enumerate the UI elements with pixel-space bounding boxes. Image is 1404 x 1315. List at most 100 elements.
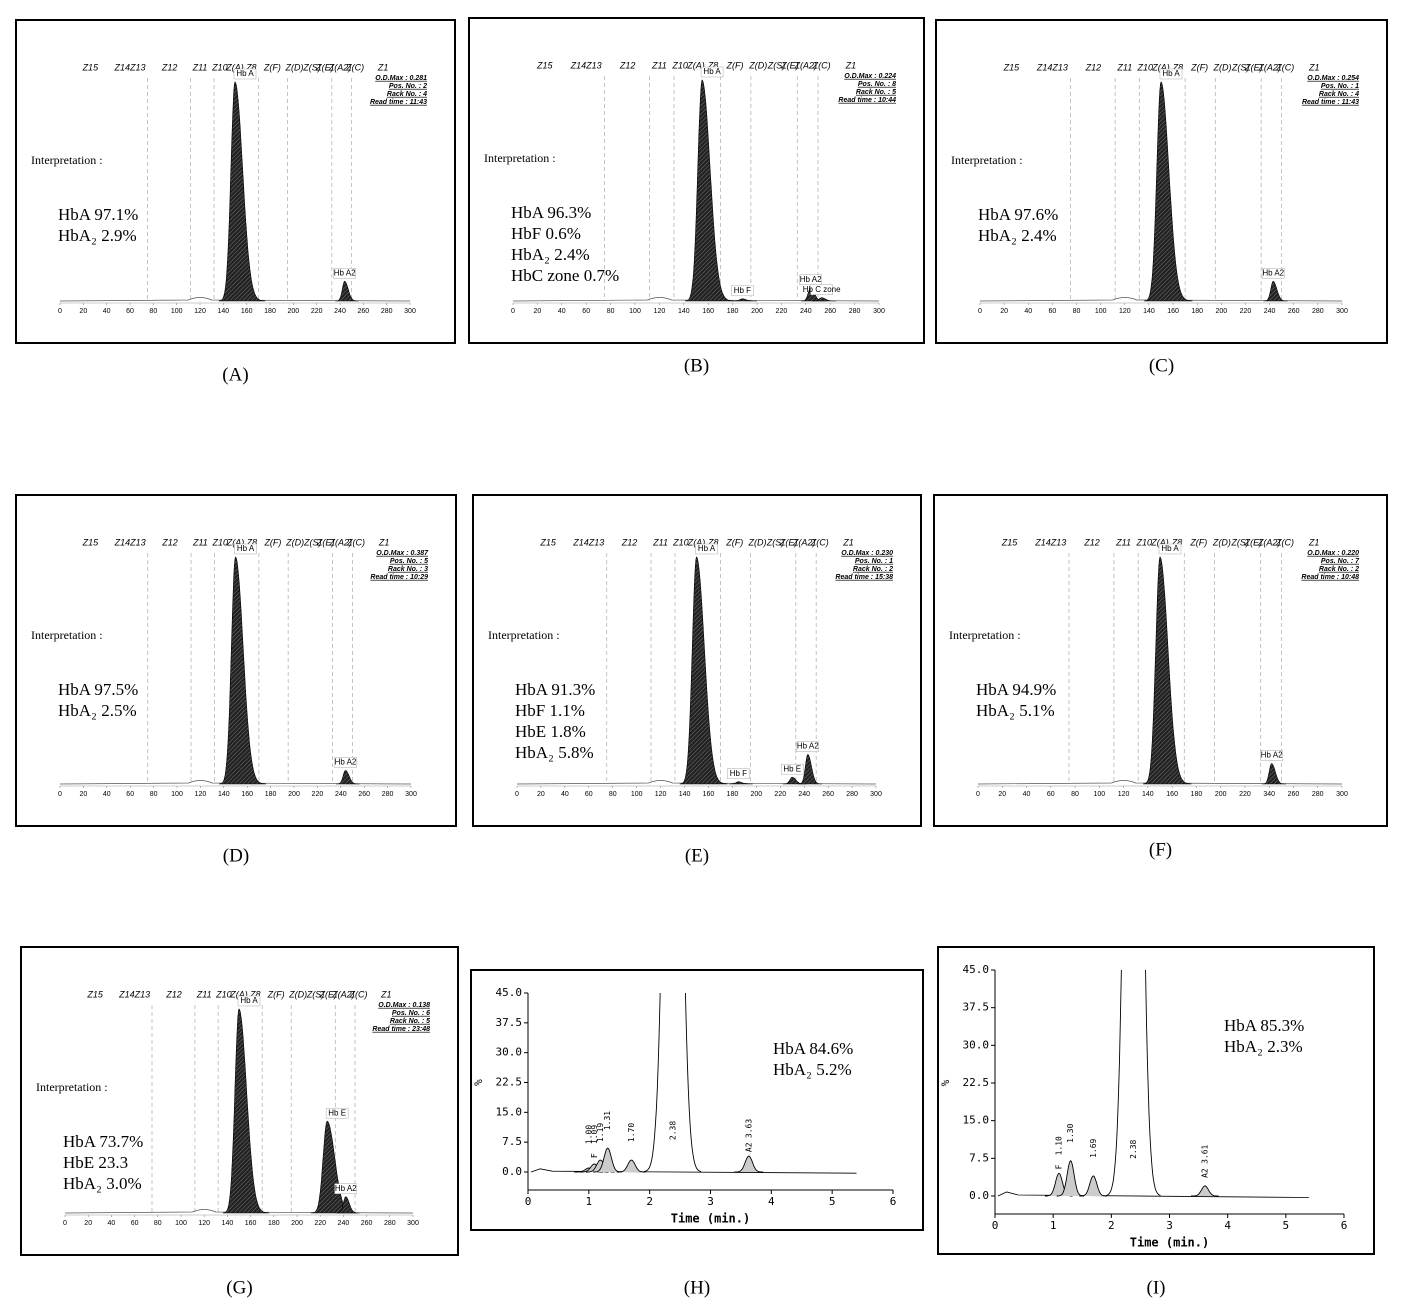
x-tick-label: 5 — [829, 1195, 836, 1208]
x-tick-label: 120 — [1119, 308, 1131, 315]
x-tick-label: 160 — [241, 791, 253, 798]
x-tick-label: 220 — [314, 1220, 326, 1227]
zone-label: Z(A) — [226, 537, 245, 547]
x-tick-label: 4 — [768, 1195, 775, 1208]
x-tick-label: 140 — [217, 308, 229, 315]
zone-label: Z15 — [86, 989, 104, 999]
zone-label: Z(F) — [726, 60, 744, 70]
zone-label: Z1 — [1308, 62, 1320, 72]
x-tick-label: 280 — [381, 308, 393, 315]
zone-label: Z10 — [211, 62, 228, 72]
x-tick-label: 140 — [222, 1220, 234, 1227]
panel-caption: (B) — [684, 355, 709, 376]
peak-label-box — [695, 543, 718, 555]
y-axis-label: % — [472, 1079, 485, 1086]
x-tick-label: 20 — [1000, 308, 1008, 315]
zone-label: Z8 — [245, 62, 257, 72]
zone-label: Z8 — [707, 537, 719, 547]
peak-label: Hb F — [734, 286, 751, 295]
peak-label: Hb A2 — [335, 1184, 357, 1193]
zone-label: Z(E) — [1244, 537, 1263, 547]
result-line: HbA 97.5% — [58, 680, 138, 699]
x-tick-label: 0 — [63, 1220, 67, 1227]
peak-label-box — [731, 285, 754, 297]
zone-label: Z15 — [1001, 537, 1019, 547]
zone-label: Z11 — [1115, 537, 1131, 547]
zone-label: Z(F) — [1189, 537, 1207, 547]
result-line: HbF 1.1% — [515, 701, 585, 720]
x-tick-label: 180 — [1191, 308, 1203, 315]
x-tick-label: 280 — [1312, 791, 1324, 798]
panel-caption: (I) — [1147, 1277, 1166, 1298]
peak-label: Hb A — [236, 69, 254, 78]
x-tick-label: 60 — [1049, 308, 1057, 315]
retention-time: 1.00 — [584, 1125, 593, 1144]
x-tick-label: 240 — [338, 1220, 350, 1227]
od-info: Rack No. : 3 — [388, 566, 428, 573]
result-line: HbA 97.6% — [978, 205, 1058, 224]
zone-label: Z(F) — [1190, 62, 1208, 72]
zone-label: Z(D) — [285, 62, 304, 72]
y-tick-label: 45.0 — [496, 986, 523, 999]
zone-label: Z10 — [1137, 62, 1154, 72]
zone-label: Z(A) — [229, 989, 248, 999]
x-tick-label: 3 — [707, 1195, 714, 1208]
result-line: HbF 0.6% — [511, 224, 581, 243]
x-tick-label: 260 — [1288, 308, 1300, 315]
peak — [616, 1159, 646, 1173]
x-tick-label: 200 — [291, 1220, 303, 1227]
y-tick-label: 22.5 — [963, 1076, 990, 1089]
x-tick-label: 40 — [1024, 308, 1032, 315]
peak-label: Hb A2 — [334, 268, 356, 277]
peak-label-box — [780, 763, 804, 775]
zone-label: Z(C) — [1275, 62, 1294, 72]
peak-label-box — [1159, 68, 1183, 80]
zone-label: Z11 — [1116, 62, 1132, 72]
y-tick-label: 45.0 — [963, 963, 990, 976]
x-tick-label: 220 — [1240, 308, 1252, 315]
zone-label: Z(A2) — [794, 60, 818, 70]
x-tick-label: 240 — [800, 308, 812, 315]
zone-label: Z15 — [82, 537, 100, 547]
x-tick-label: 5 — [1283, 1219, 1290, 1232]
zone-label: Z10 — [215, 989, 232, 999]
peak — [728, 781, 753, 785]
zone-label: Z(C) — [812, 60, 831, 70]
zone-label: Z10 — [1135, 537, 1152, 547]
y-tick-label: 15.0 — [963, 1114, 990, 1127]
peak-label: Hb C zone — [803, 285, 841, 294]
zone-label: Z(A2) — [329, 537, 353, 547]
panel-caption: (A) — [222, 364, 248, 385]
x-tick-label: 40 — [1023, 791, 1031, 798]
x-tick-label: 300 — [407, 1220, 419, 1227]
zone-label: Z(E) — [1244, 62, 1263, 72]
zone-label: Z11 — [196, 989, 212, 999]
retention-time: 1.09 — [590, 1125, 599, 1144]
peak-name: F — [1054, 1164, 1063, 1169]
x-tick-label: 260 — [1288, 791, 1300, 798]
x-tick-label: 4 — [1224, 1219, 1231, 1232]
zone-label: Z12 — [161, 62, 178, 72]
peak-label: Hb A — [237, 544, 255, 553]
zone-label: Z(E) — [779, 537, 798, 547]
peak — [1263, 280, 1288, 302]
zone-label: Z(F) — [267, 989, 285, 999]
zone-label: Z12 — [161, 537, 178, 547]
zone-label: Z12 — [621, 537, 638, 547]
zone-label: Z(A2) — [328, 62, 352, 72]
zone-label: Z14Z13 — [118, 989, 150, 999]
x-tick-label: 80 — [149, 308, 157, 315]
x-tick-label: 120 — [655, 791, 667, 798]
x-tick-label: 160 — [702, 308, 714, 315]
peak-label-box — [810, 284, 833, 295]
x-tick-label: 180 — [265, 791, 277, 798]
peak — [1105, 970, 1161, 1197]
interpretation-label: Interpretation : — [488, 628, 560, 642]
x-tick-label: 80 — [150, 791, 158, 798]
zone-label: Z15 — [539, 537, 557, 547]
zone-label: Z8 — [707, 60, 719, 70]
result-line: HbA₂ 2.4% — [978, 226, 1057, 245]
result-line: HbA 97.1% — [58, 205, 138, 224]
result-line: HbA₂ 2.9% — [58, 226, 137, 245]
